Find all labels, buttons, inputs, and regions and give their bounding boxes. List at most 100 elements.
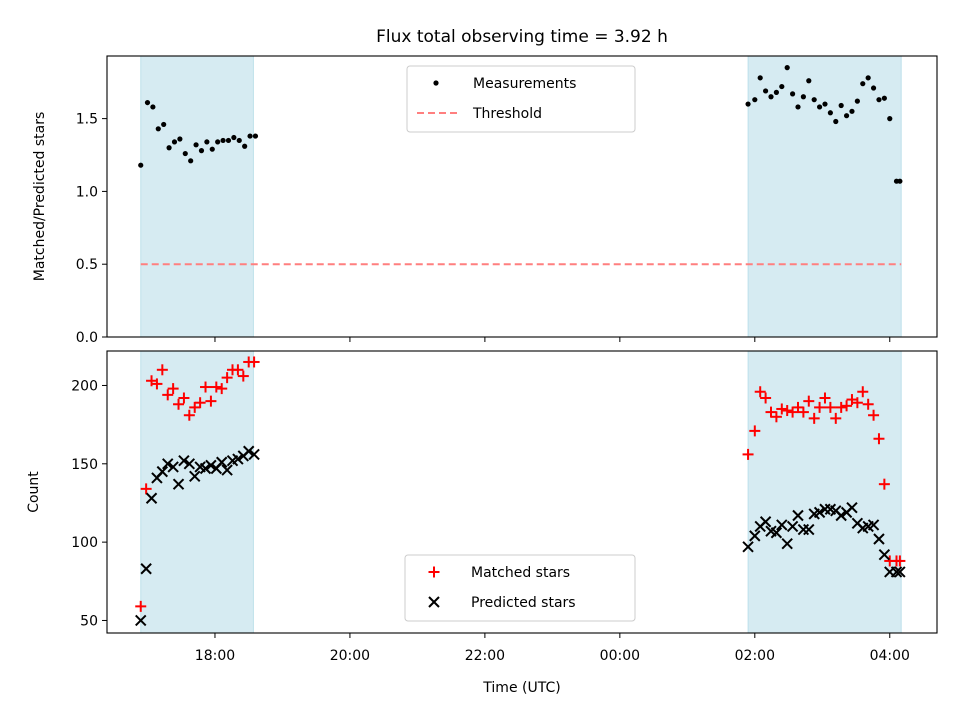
legend-marker-predicted-stars-stroke-1 [428,596,440,608]
bottom-y-tick-label-1: 100 [71,535,98,551]
top-y-tick-label-2: 1.0 [76,184,98,200]
predicted-stars-point-16 [221,464,233,476]
predicted-stars-point-28 [776,519,788,531]
measurements-point-19 [242,143,248,149]
measurements-point-46 [876,97,882,103]
predicted-stars-point-35 [813,506,826,519]
top-y-tick-label-0: 0.0 [76,330,98,346]
top-legend: Measurements Threshold [406,65,636,133]
matched-stars-point-24 [754,386,766,398]
predicted-stars-point-28-stroke-1 [776,519,788,531]
measurements-point-33 [806,78,812,84]
top-y-tick-label-1: 0.5 [76,257,98,273]
measurements-point-44 [865,75,871,81]
matched-stars-point-34 [808,412,820,424]
matched-stars-point-47 [878,478,890,490]
predicted-stars-point-35-stroke-1 [813,506,826,519]
matched-stars-point-25 [760,392,772,404]
predicted-stars-point-21-stroke-1 [248,448,260,461]
predicted-stars-point-41-stroke-1 [846,501,858,514]
measurements-point-21 [252,133,259,139]
matched-stars-point-42 [851,397,863,409]
predicted-stars-point-29-stroke-1 [781,537,793,550]
matched-stars-point-5 [162,389,174,401]
measurements-point-30 [789,91,796,97]
matched-stars-point-3 [151,378,163,390]
predicted-stars-point-25-stroke-1 [759,516,772,528]
measurements-point-6 [171,139,178,145]
matched-stars-point-31 [792,401,804,413]
x-tick-label-4: 02:00 [735,648,775,664]
predicted-stars-point-15-stroke-1 [216,456,228,468]
legend-marker-measurements [433,80,439,86]
measurements-point-9 [188,158,194,164]
measurements-point-50 [897,178,903,184]
matched-stars-point-18 [232,364,244,376]
measurements-point-45 [870,85,877,91]
predicted-stars-point-23-stroke-1 [749,530,761,542]
matched-stars-point-9 [183,409,195,421]
measurements-point-25 [763,88,769,94]
matched-stars-point-8 [178,392,190,404]
matched-stars-point-4 [156,364,168,376]
measurements-point-14 [215,139,221,145]
bottom-legend-box [404,554,636,622]
predicted-stars-point-49 [890,566,903,578]
matched-stars-point-36 [819,392,831,404]
matched-stars-point-32 [797,406,809,418]
predicted-stars-point-45-stroke-1 [867,519,880,531]
predicted-stars-point-46 [873,533,885,545]
matched-stars-point-26 [765,406,777,418]
legend-label-threshold: Threshold [472,106,542,122]
legend-label-matched-stars: Matched stars [471,565,570,581]
predicted-stars-point-10 [189,470,201,483]
predicted-stars-point-5-stroke-1 [162,458,174,470]
matched-stars-point-16 [221,372,233,384]
measurements-point-22 [745,101,751,107]
bottom-panel-counts: 50 100 150 200 18:00 20:00 22:00 00:00 02:00 04:0… [26,350,938,664]
measurements-point-1 [144,99,151,106]
measurements-point-32 [800,94,806,100]
measurements-point-41 [849,108,855,114]
matched-stars-point-12 [200,381,212,393]
bottom-series-predicted-stars [135,445,906,627]
predicted-stars-point-2 [145,492,158,504]
top-observing-span-0 [140,55,254,338]
measurements-point-24 [757,75,763,81]
predicted-stars-point-39-stroke-1 [835,509,847,522]
predicted-stars-point-4 [156,465,169,478]
matched-stars-point-30 [787,406,799,418]
matched-stars-point-37 [824,401,836,413]
predicted-stars-point-41 [846,501,858,514]
predicted-stars-point-33-stroke-1 [803,523,815,536]
predicted-stars-point-29 [781,537,793,550]
predicted-stars-point-37-stroke-1 [824,503,837,515]
measurements-point-16 [225,137,232,144]
measurements-point-5 [166,145,172,151]
measurements-point-17 [231,134,237,141]
predicted-stars-point-33 [803,523,815,536]
matched-stars-point-1 [140,483,152,495]
predicted-stars-point-4-stroke-1 [156,465,169,478]
predicted-stars-point-50 [894,566,906,578]
matched-stars-point-35 [814,401,826,413]
bottom-y-axis-label: Count [26,471,42,513]
predicted-stars-point-47-stroke-1 [878,548,891,561]
measurements-point-28 [779,83,785,90]
predicted-stars-point-10-stroke-1 [189,470,201,483]
predicted-stars-point-46-stroke-1 [873,533,885,545]
predicted-stars-point-13-stroke-1 [205,459,217,472]
predicted-stars-point-11-stroke-1 [194,461,206,473]
matched-stars-point-33 [803,395,815,407]
predicted-stars-point-50-stroke-1 [894,566,906,578]
measurements-point-29 [784,65,790,71]
bottom-observing-span-0 [140,350,254,634]
predicted-stars-point-20 [243,445,255,457]
matched-stars-point-43 [857,386,869,398]
bottom-y-tick-label-3: 200 [71,378,98,394]
matched-stars-point-0 [135,600,147,612]
predicted-stars-point-18 [232,453,244,465]
predicted-stars-point-18-stroke-1 [232,453,244,465]
predicted-stars-point-1-stroke-1 [140,563,152,575]
top-y-axis-label: Matched/Predicted stars [32,112,48,282]
